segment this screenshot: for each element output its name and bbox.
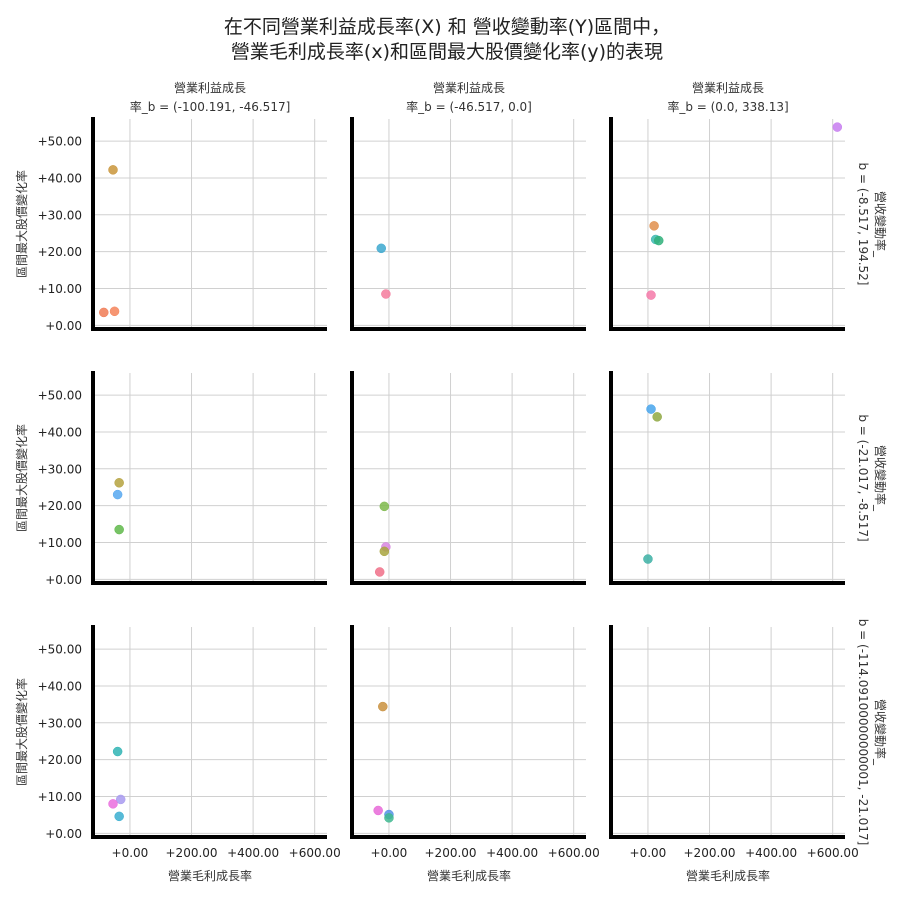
x-tick-label: +200.00	[425, 846, 477, 860]
column-title-3: 率_b = (0.0, 338.13]	[667, 99, 788, 114]
x-tick-label: +400.00	[486, 846, 538, 860]
x-tick-label: +600.00	[289, 846, 341, 860]
data-point-r1c2	[381, 289, 391, 299]
x-axis-label: 營業毛利成長率	[427, 868, 511, 883]
data-point-r3c2	[378, 701, 388, 712]
y-tick-label: +20.00	[38, 753, 82, 767]
data-point-r2c3	[646, 404, 656, 414]
data-point-r1c1	[99, 307, 109, 318]
data-point-r2c3	[643, 554, 653, 564]
x-tick-label: +200.00	[166, 846, 218, 860]
data-point-r3c2	[384, 813, 394, 823]
x-tick-label: +400.00	[227, 846, 279, 860]
y-tick-label: +50.00	[38, 389, 82, 403]
data-point-r2c3	[652, 412, 662, 422]
data-point-r1c1	[109, 306, 120, 317]
y-tick-label: +30.00	[38, 208, 82, 222]
data-point-r2c1	[114, 524, 124, 535]
data-point-r1c3	[649, 221, 659, 231]
data-point-r1c2	[376, 243, 386, 254]
column-title-2: 營業利益成長	[433, 81, 505, 95]
chart-title-line-1: 在不同營業利益成長率(X) 和 營收變動率(Y)區間中，	[224, 16, 670, 38]
row-title-1: 營收變動率_	[873, 191, 888, 258]
x-tick-label: +400.00	[745, 846, 797, 860]
y-tick-label: +50.00	[38, 135, 82, 149]
y-axis-label: 區間最大股價變化率	[14, 170, 29, 278]
data-point-r1c1	[108, 165, 118, 175]
column-title-1: 營業利益成長	[174, 81, 246, 95]
y-tick-label: +0.00	[45, 319, 82, 333]
y-tick-label: +10.00	[38, 790, 82, 804]
x-tick-label: +600.00	[548, 846, 600, 860]
row-title-2: 營收變動率_	[873, 445, 888, 512]
row-title-2: b = (-21.017, -8.517]	[856, 414, 870, 541]
data-point-r2c2	[379, 546, 390, 557]
y-tick-label: +20.00	[38, 499, 82, 513]
column-title-3: 營業利益成長	[692, 81, 764, 95]
y-tick-label: +0.00	[45, 827, 82, 841]
x-axis-label: 營業毛利成長率	[686, 868, 770, 883]
y-axis-label: 區間最大股價變化率	[14, 678, 29, 786]
data-point-r2c2	[379, 501, 390, 512]
y-tick-label: +30.00	[38, 716, 82, 730]
data-point-r3c1	[112, 746, 123, 757]
y-tick-label: +20.00	[38, 245, 82, 259]
column-title-2: 率_b = (-46.517, 0.0]	[406, 99, 532, 114]
data-point-r2c1	[114, 478, 124, 488]
row-title-1: b = (-8.517, 194.52]	[856, 163, 870, 286]
data-point-r1c3	[646, 290, 656, 300]
y-tick-label: +10.00	[38, 282, 82, 296]
x-tick-label: +0.00	[371, 846, 408, 860]
data-point-r2c1	[112, 489, 123, 500]
chart-title-line-2: 營業毛利成長率(x)和區間最大股價變化率(y)的表現	[231, 41, 663, 63]
x-tick-label: +600.00	[807, 846, 859, 860]
x-tick-label: +0.00	[112, 846, 149, 860]
x-tick-label: +0.00	[630, 846, 667, 860]
y-tick-label: +40.00	[38, 425, 82, 439]
data-point-r2c2	[374, 567, 385, 577]
y-tick-label: +10.00	[38, 536, 82, 550]
data-point-r3c1	[114, 811, 124, 822]
y-tick-label: +30.00	[38, 462, 82, 476]
data-point-r3c1	[108, 799, 118, 809]
y-tick-label: +0.00	[45, 573, 82, 587]
x-axis-label: 營業毛利成長率	[168, 868, 252, 883]
data-point-r1c3	[832, 122, 843, 132]
row-title-3: b = (-114.09100000000001, -21.017]	[856, 619, 870, 846]
data-point-r3c1	[115, 794, 126, 805]
data-point-r3c2	[373, 805, 383, 816]
y-tick-label: +50.00	[38, 643, 82, 657]
row-title-3: 營收變動率_	[873, 699, 888, 766]
column-title-1: 率_b = (-100.191, -46.517]	[130, 99, 291, 114]
data-point-r1c3	[653, 235, 664, 246]
y-axis-label: 區間最大股價變化率	[14, 424, 29, 532]
x-tick-label: +200.00	[684, 846, 736, 860]
y-tick-label: +40.00	[38, 171, 82, 185]
y-tick-label: +40.00	[38, 679, 82, 693]
